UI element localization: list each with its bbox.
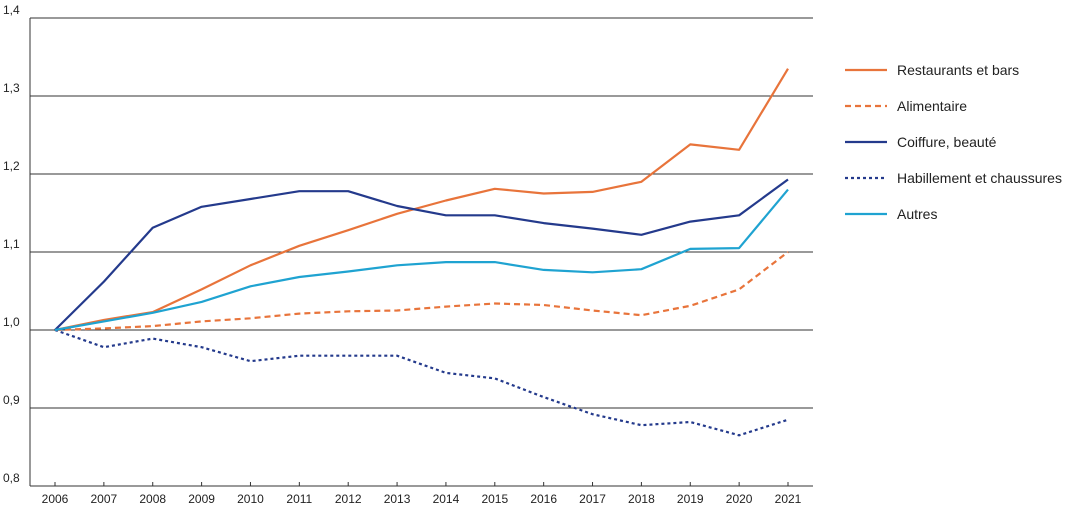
legend: Restaurants et bars Alimentaire Coiffure, … bbox=[845, 62, 1062, 222]
y-tick-label: 1,0 bbox=[3, 315, 20, 329]
x-tick-labels: 2006 2007 2008 2009 2010 2011 2012 2013 2014 2015… bbox=[42, 492, 802, 506]
x-tick-label: 2009 bbox=[188, 492, 215, 506]
series-lines bbox=[54, 68, 789, 437]
series-line-3 bbox=[54, 328, 789, 437]
legend-label-3: Habillement et chaussures bbox=[897, 170, 1062, 186]
x-tick-label: 2008 bbox=[139, 492, 166, 506]
y-tick-label: 0,9 bbox=[3, 393, 20, 407]
y-tick-label: 0,8 bbox=[3, 471, 20, 485]
series-line-2 bbox=[54, 178, 789, 331]
x-tick-label: 2010 bbox=[237, 492, 264, 506]
y-tick-label: 1,3 bbox=[3, 81, 20, 95]
series-line-1 bbox=[54, 251, 789, 332]
legend-label-1: Alimentaire bbox=[897, 98, 967, 114]
x-tick-label: 2012 bbox=[335, 492, 362, 506]
x-tick-label: 2015 bbox=[481, 492, 508, 506]
y-tick-label: 1,2 bbox=[3, 159, 20, 173]
x-tick-label: 2018 bbox=[628, 492, 655, 506]
grid-lines bbox=[30, 17, 813, 487]
x-tick-label: 2016 bbox=[530, 492, 557, 506]
x-tick-label: 2019 bbox=[677, 492, 704, 506]
legend-label-2: Coiffure, beauté bbox=[897, 134, 997, 150]
legend-label-0: Restaurants et bars bbox=[897, 62, 1019, 78]
x-tick-label: 2013 bbox=[384, 492, 411, 506]
axes bbox=[29, 18, 789, 486]
series-line-4 bbox=[54, 188, 789, 332]
x-tick-label: 2006 bbox=[42, 492, 69, 506]
x-tick-label: 2011 bbox=[286, 492, 312, 506]
y-tick-label: 1,1 bbox=[3, 237, 20, 251]
y-tick-labels: 0,8 0,9 1,0 1,1 1,2 1,3 1,4 bbox=[3, 3, 20, 485]
x-tick-label: 2021 bbox=[775, 492, 802, 506]
x-tick-label: 2014 bbox=[433, 492, 460, 506]
x-tick-label: 2017 bbox=[579, 492, 606, 506]
y-tick-label: 1,4 bbox=[3, 3, 20, 17]
legend-label-4: Autres bbox=[897, 206, 937, 222]
x-tick-label: 2020 bbox=[726, 492, 753, 506]
x-tick-label: 2007 bbox=[91, 492, 118, 506]
series-line-0 bbox=[54, 68, 789, 332]
